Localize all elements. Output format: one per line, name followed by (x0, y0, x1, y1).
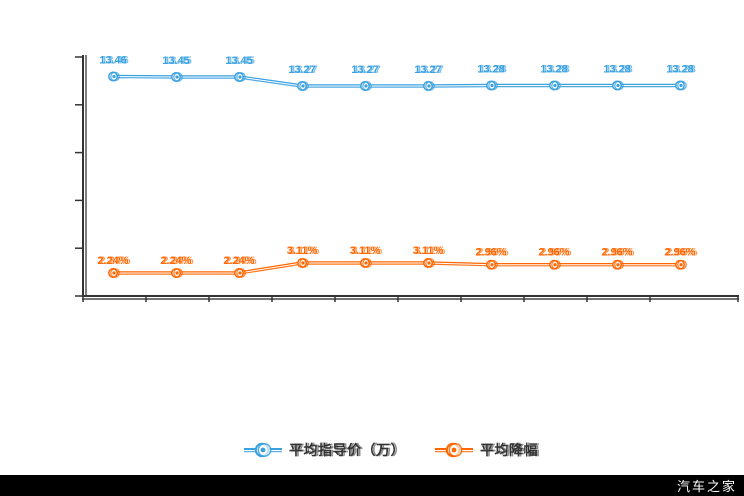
data-label-ghost: 13.27 (353, 64, 381, 76)
data-point-marker[interactable] (486, 80, 498, 91)
data-label: 13.28 (540, 64, 568, 76)
data-point-marker[interactable] (549, 80, 561, 91)
data-label-ghost: 3.11% (352, 245, 383, 257)
data-point-marker[interactable] (675, 80, 687, 91)
data-label-ghost: 13.27 (416, 64, 444, 76)
data-point-marker[interactable] (108, 71, 120, 82)
data-label: 2.96% (475, 247, 506, 259)
data-label-ghost: 13.28 (542, 64, 570, 76)
data-point-marker[interactable] (297, 81, 309, 91)
data-label: 13.46 (99, 55, 127, 67)
data-label: 13.45 (162, 55, 190, 67)
data-point-marker[interactable] (612, 259, 624, 270)
data-point-marker[interactable] (423, 81, 435, 91)
data-point-marker[interactable] (234, 268, 246, 278)
line-series-icon (435, 442, 473, 458)
data-label-ghost: 13.27 (290, 64, 318, 76)
chart-legend: 平均指导价（万） 平均降幅 (0, 440, 744, 460)
data-point-marker[interactable] (612, 80, 624, 91)
data-label-ghost: 13.46 (101, 55, 129, 67)
data-label-ghost: 13.28 (668, 64, 696, 76)
data-label-ghost: 2.96% (477, 247, 508, 259)
data-point-marker[interactable] (423, 258, 435, 268)
data-point-marker[interactable] (360, 81, 372, 91)
data-label-ghost: 3.11% (289, 245, 320, 257)
data-label: 3.11% (287, 245, 318, 257)
data-point-marker[interactable] (108, 268, 120, 278)
data-point-marker[interactable] (297, 258, 309, 268)
data-label-ghost: 13.28 (605, 64, 633, 76)
data-point-marker[interactable] (549, 259, 561, 270)
data-label-ghost: 2.24% (99, 255, 130, 267)
data-label-ghost: 13.45 (227, 55, 255, 67)
data-label-ghost: 2.96% (666, 247, 697, 259)
data-label: 13.28 (603, 64, 631, 76)
data-label: 13.27 (288, 64, 316, 76)
data-label: 13.27 (414, 64, 442, 76)
data-point-marker[interactable] (360, 258, 372, 268)
data-label: 2.96% (538, 247, 569, 259)
legend-item-avg-discount[interactable]: 平均降幅 (435, 440, 538, 460)
series-avg-discount: 2.24%2.24% 2.24%2.24% 2.24%2.24%3.11%3.11%… (97, 245, 698, 278)
legend-item-avg-guide-price[interactable]: 平均指导价（万） (244, 440, 405, 460)
data-label: 2.24% (223, 255, 254, 267)
data-label-ghost: 3.11% (415, 245, 446, 257)
data-label: 2.24% (97, 255, 128, 267)
data-point-marker[interactable] (675, 259, 687, 270)
legend-label-avg-discount: 平均降幅 (480, 442, 538, 458)
line-series-icon (244, 442, 282, 458)
data-label-ghost: 2.24% (162, 255, 193, 267)
data-label: 13.28 (666, 64, 694, 76)
data-label: 2.96% (601, 247, 632, 259)
data-label-ghost: 2.96% (540, 247, 571, 259)
data-label: 13.27 (351, 64, 379, 76)
legend-label-avg-guide-price: 平均指导价（万） (289, 442, 405, 458)
data-label: 2.96% (664, 247, 695, 259)
data-label: 2.24% (160, 255, 191, 267)
data-label: 3.11% (350, 245, 381, 257)
data-label: 13.45 (225, 55, 253, 67)
watermark-bar: 汽车之家 (0, 475, 744, 496)
data-label-ghost: 2.96% (603, 247, 634, 259)
data-point-marker[interactable] (171, 72, 183, 82)
data-point-marker[interactable] (486, 259, 498, 270)
data-label-ghost: 13.45 (164, 55, 192, 67)
brand-watermark: 汽车之家 (676, 479, 737, 494)
axes (75, 55, 739, 302)
data-label: 3.11% (413, 245, 444, 257)
data-point-marker[interactable] (234, 72, 246, 82)
data-label-ghost: 2.24% (225, 255, 256, 267)
data-label: 13.28 (477, 64, 505, 76)
data-label-ghost: 13.28 (479, 64, 507, 76)
data-point-marker[interactable] (171, 268, 183, 278)
